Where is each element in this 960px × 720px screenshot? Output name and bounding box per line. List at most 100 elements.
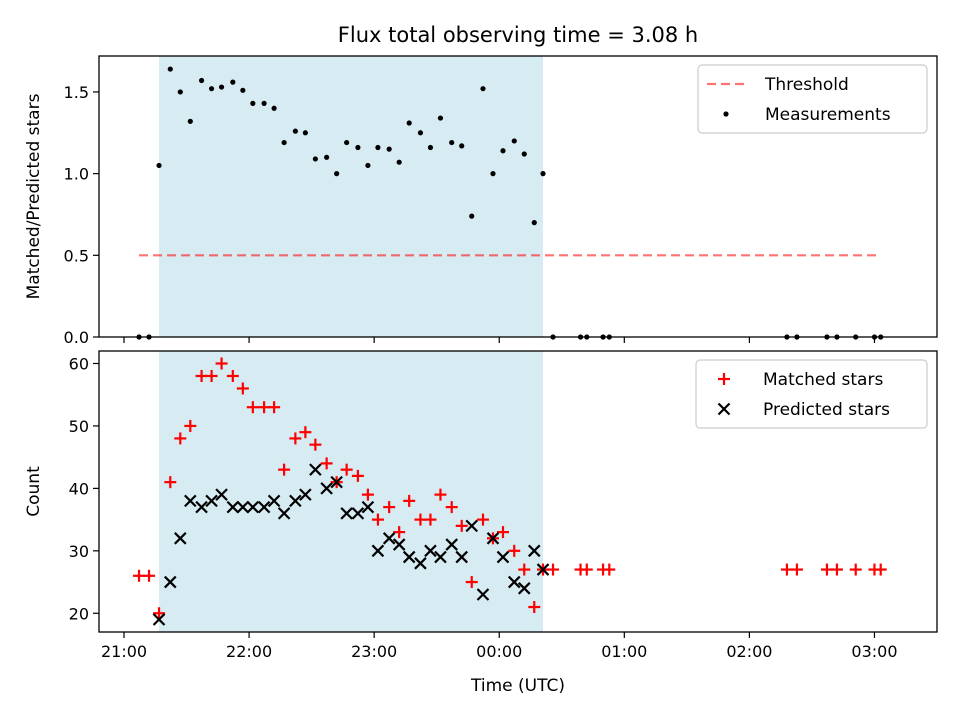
observing-window-span [159,351,544,632]
predicted-stars-point [527,544,541,558]
marker-stroke [257,500,271,514]
matched-stars-point [246,401,259,414]
marker-stroke [299,488,312,501]
predicted-stars-point [152,613,166,626]
predicted-stars-point [164,575,177,589]
y-tick-label: 50 [69,417,89,436]
measurement-point [324,154,330,160]
plot-frame [98,350,938,633]
matched-stars-point [236,382,249,395]
marker-stroke [445,538,458,551]
chart-title: Flux total observing time = 3.08 h [338,23,698,47]
marker-stroke [340,507,353,520]
matched-stars-point [434,488,447,501]
marker-stroke [174,532,187,545]
predicted-stars-point [236,500,250,514]
legend-label: Measurements [765,105,891,125]
matched-stars-point [143,569,156,582]
ratio-panel: 0.0 0.5 1.0 1.5 Matched/Predicted stars Thres… [24,55,938,347]
x-tick-label: 03:00 [851,642,897,661]
matched-stars-point [174,432,187,445]
legend-frame [695,359,928,429]
marker-stroke [382,532,396,545]
measurement-point [240,87,246,93]
marker-stroke [434,550,447,564]
measurement-point [469,213,475,219]
matched-stars-point [603,563,616,576]
measurement-point [540,171,546,177]
predicted-stars-point [455,550,468,564]
predicted-stars-point [434,550,447,564]
predicted-stars-point [340,507,353,520]
x-tick-label: 22:00 [226,642,272,661]
measurement-point [396,159,402,165]
matched-stars-point [309,438,322,451]
measurement-point [365,162,371,169]
marker-stroke [414,557,427,570]
predicted-stars-point [257,500,271,514]
predicted-stars-point [351,507,365,520]
matched-stars-point [508,544,521,557]
predicted-stars-point [299,488,312,501]
predicted-stars-point [309,463,322,476]
matched-stars-point [164,476,177,489]
marker-stroke [330,475,343,489]
x-tick-label: 23:00 [351,642,397,661]
matched-stars-point [184,419,197,432]
marker-stroke [309,463,322,476]
predicted-stars-point [371,544,385,558]
matched-stars-point [874,563,887,576]
legend-label: Threshold [764,75,849,95]
y-axis-label: Matched/Predicted stars [24,93,44,299]
marker-stroke [371,544,385,558]
marker-stroke [424,544,437,558]
measurement-point [177,89,183,95]
matched-stars-point [351,469,364,482]
marker-stroke [536,563,550,576]
matched-stars-point [780,563,793,576]
matched-stars-point [476,513,489,526]
predicted-stars-point [277,507,291,520]
predicted-stars-point [536,563,550,576]
legend-measurement-swatch [723,111,729,117]
marker-stroke [517,582,531,595]
predicted-stars-point [361,500,375,514]
x-tick-label: 02:00 [726,642,772,661]
matched-stars-point [393,526,406,539]
measurement-point [292,128,298,134]
series-predicted-stars [152,463,550,626]
matched-stars-point [580,563,593,576]
predicted-stars-point [226,500,240,514]
matched-stars-point [361,488,374,501]
matched-stars-point [215,357,228,370]
marker-stroke [465,519,479,533]
x-tick-label: 01:00 [601,642,647,661]
marker-stroke [152,613,166,626]
matched-stars-point [496,526,509,539]
predicted-stars-point [414,557,427,570]
y-tick-label: 40 [69,479,89,498]
measurement-point [208,86,215,92]
measurement-point [334,171,340,177]
measurement-point [531,220,537,226]
observing-window-span [159,56,544,337]
predicted-stars-point [517,582,531,595]
measurement-point [198,77,205,84]
matched-stars-point [445,501,458,514]
predicted-stars-point [465,519,479,533]
matched-stars-point [424,513,437,526]
matched-stars-point [547,563,560,576]
y-tick-label: 0.5 [64,246,89,265]
series-measurements [136,66,884,340]
predicted-stars-point [289,494,302,508]
matched-stars-point [371,513,384,526]
matched-stars-point [258,401,271,414]
marker-stroke [507,575,521,589]
measurement-point [500,148,506,154]
measurement-point [375,144,381,151]
count-panel: 20 30 40 50 60 21:00 22:00 23:00 00:00 01:00 02:00… [24,350,938,661]
predicted-stars-point [507,575,521,589]
marker-stroke [402,550,416,564]
matched-stars-point [830,563,843,576]
predicted-stars-point [174,532,187,545]
